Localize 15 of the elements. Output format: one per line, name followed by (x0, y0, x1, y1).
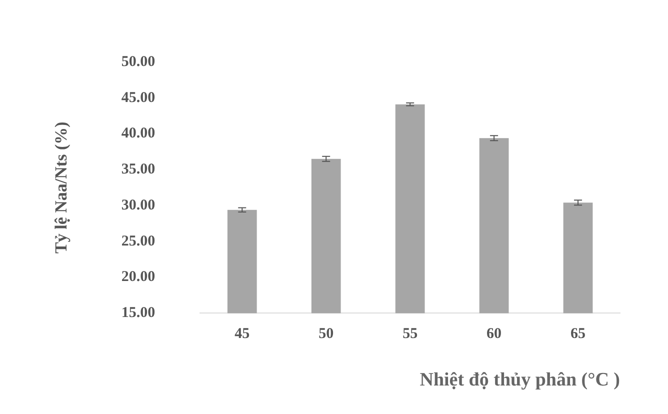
x-tick-label: 60 (486, 326, 502, 342)
x-axis-title: Nhiệt độ thủy phân (°C ) (420, 370, 620, 391)
y-tick-label: 25.00 (121, 233, 156, 250)
y-tick-label: 40.00 (121, 126, 156, 142)
x-tick-label: 50 (318, 326, 334, 342)
x-tick-label: 45 (234, 326, 250, 342)
y-tick-label: 20.00 (121, 269, 156, 286)
y-tick-label: 35.00 (121, 162, 156, 178)
y-tick-label: 30.00 (121, 197, 156, 214)
y-tick-label: 50.00 (121, 54, 156, 70)
x-tick-label: 65 (570, 326, 586, 342)
y-tick-label: 15.00 (121, 305, 156, 322)
x-tick-label: 55 (402, 326, 418, 342)
y-tick-label: 45.00 (121, 90, 156, 106)
y-axis-title: Tỷ lệ Naa/Nts (%) (52, 122, 71, 254)
